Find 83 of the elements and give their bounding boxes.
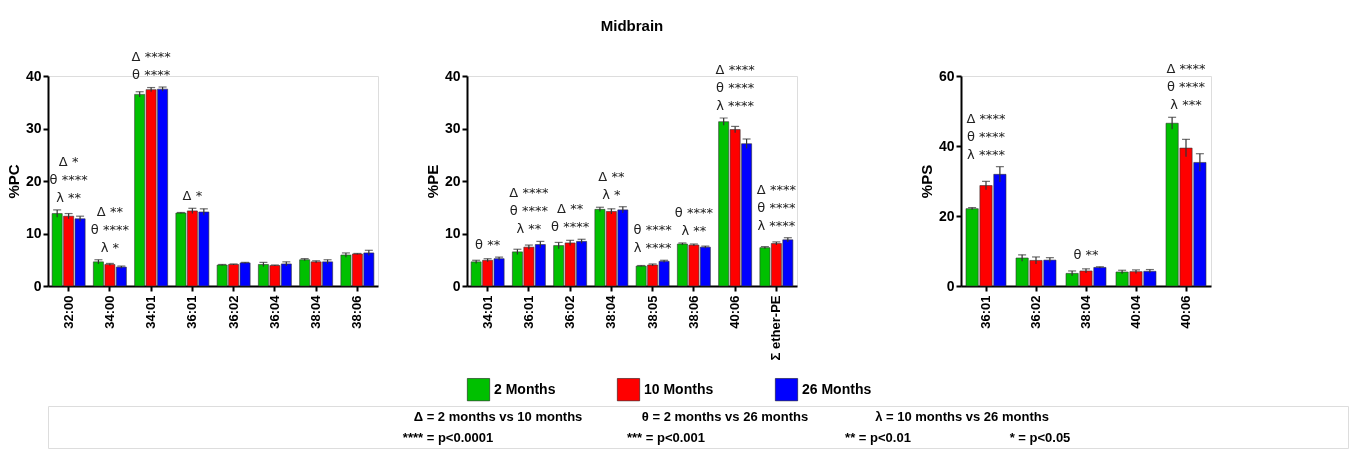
annotation: θ **** [633, 222, 673, 238]
y-tick-label: 0 [33, 277, 42, 294]
x-tick-label: 34:01 [479, 295, 495, 329]
annotation: Δ ** [96, 203, 124, 219]
y-tick-label: 20 [938, 207, 955, 224]
annotation: θ ** [1073, 246, 1100, 262]
x-tick-label: 36:04 [266, 294, 282, 329]
annotation: Δ ** [598, 168, 625, 184]
annotation: λ *** [1170, 97, 1203, 113]
annotation: λ * [602, 186, 622, 202]
annotation: λ * [100, 239, 120, 255]
text: Δ = 2 months vs 10 months [413, 408, 583, 424]
y-tick-label: 0 [946, 277, 955, 294]
y-tick-label: 10 [25, 225, 42, 241]
annotation: θ **** [757, 199, 796, 215]
y-axis-title: %PS [917, 164, 935, 199]
x-tick-label: 38:04 [308, 294, 324, 329]
annotation: θ **** [966, 128, 1006, 144]
x-tick-label: 38:06 [349, 295, 365, 329]
annotation: θ **** [716, 80, 755, 95]
annotation: λ ** [56, 189, 82, 205]
y-tick-label: 0 [452, 277, 461, 294]
legend-label: 2 Months [494, 380, 556, 397]
text: θ = 2 months vs 26 months [641, 408, 809, 424]
annotation: Δ ** [557, 201, 584, 217]
x-tick-label: 34:01 [143, 295, 159, 329]
annotation: λ **** [967, 146, 1006, 162]
y-tick-label: 40 [444, 67, 461, 84]
annotation: Δ * [58, 153, 79, 169]
text: Δ **** [131, 49, 172, 65]
text: *** = p<0.001 [626, 429, 706, 445]
annotation: θ **** [49, 171, 89, 187]
text: ** = p<0.01 [845, 429, 911, 445]
legend-label: 10 Months [644, 380, 714, 397]
x-tick-label: 36:01 [978, 295, 993, 329]
annotation: θ ** [475, 237, 501, 253]
x-tick-label: 34:00 [101, 295, 117, 329]
y-tick-label: 30 [25, 120, 42, 136]
annotation: λ ** [681, 222, 707, 238]
annotation: θ **** [551, 219, 590, 235]
y-tick-label: 20 [25, 172, 42, 189]
x-tick-label: 40:06 [1178, 295, 1193, 329]
text: * = p<0.05 [1009, 429, 1071, 445]
x-tick-label: 38:04 [1078, 294, 1093, 329]
x-tick-label: 38:05 [644, 295, 660, 329]
x-tick-label: 38:04 [603, 294, 619, 329]
x-tick-label: 38:06 [685, 295, 701, 329]
annotation: Δ **** [715, 62, 756, 77]
chart-title: Midbrain [600, 17, 664, 34]
x-tick-label: 36:02 [225, 295, 241, 329]
y-tick-label: 20 [444, 172, 461, 189]
annotation: λ ** [516, 221, 542, 237]
annotation: λ **** [633, 240, 673, 256]
y-tick-label: 40 [25, 67, 42, 84]
x-tick-label: 36:02 [1028, 295, 1043, 329]
annotation: Δ **** [509, 185, 549, 201]
annotation: θ **** [132, 67, 171, 83]
text: **** = p<0.0001 [402, 429, 494, 445]
annotation: λ **** [716, 98, 755, 113]
x-tick-label: 32:00 [60, 295, 76, 329]
annotation: Δ * [182, 188, 203, 204]
annotation: Δ **** [966, 110, 1007, 126]
text: Δ **** [1166, 61, 1207, 77]
y-tick-label: 30 [444, 120, 461, 136]
annotation: θ **** [674, 204, 714, 220]
annotation: θ **** [509, 203, 549, 219]
annotation: θ **** [90, 221, 130, 237]
y-tick-label: 10 [444, 225, 461, 241]
annotation: λ **** [757, 217, 796, 233]
x-tick-label: Σ ether-PE [768, 295, 784, 361]
annotation: θ **** [1166, 79, 1206, 95]
y-tick-label: 40 [938, 137, 955, 154]
annotation: Δ **** [756, 181, 797, 197]
x-tick-label: 36:01 [184, 295, 200, 329]
x-tick-label: 36:01 [520, 295, 536, 329]
x-tick-label: 36:02 [562, 295, 578, 329]
legend-label: 26 Months [802, 380, 872, 397]
x-tick-label: 40:04 [1128, 294, 1143, 329]
x-tick-label: 40:06 [727, 295, 743, 329]
y-tick-label: 60 [938, 67, 955, 84]
text: λ = 10 months vs 26 months [875, 408, 1049, 424]
y-axis-title: %PE [423, 164, 441, 199]
y-axis-title: %PC [4, 164, 22, 199]
